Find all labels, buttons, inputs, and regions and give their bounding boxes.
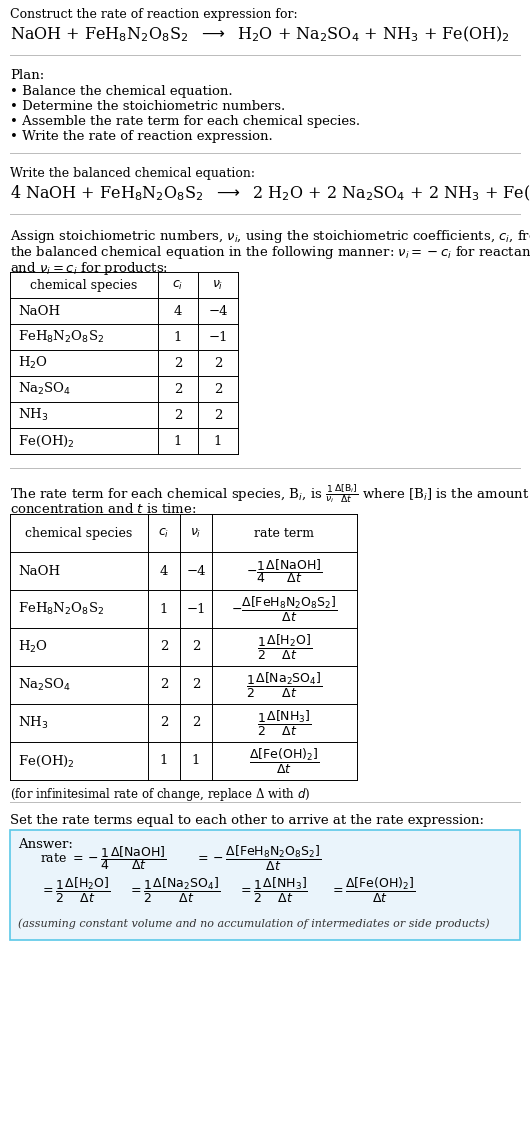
Text: 4 NaOH + FeH$_8$N$_2$O$_8$S$_2$  $\longrightarrow$  2 H$_2$O + 2 Na$_2$SO$_4$ + : 4 NaOH + FeH$_8$N$_2$O$_8$S$_2$ $\longri… (10, 184, 530, 204)
Text: $= -\dfrac{\Delta[\mathrm{FeH_8N_2O_8S_2}]}{\Delta t}$: $= -\dfrac{\Delta[\mathrm{FeH_8N_2O_8S_2… (195, 843, 322, 873)
Text: 4: 4 (174, 305, 182, 318)
Text: H$_2$O: H$_2$O (18, 355, 48, 371)
Text: 2: 2 (160, 717, 168, 729)
Text: 2: 2 (214, 409, 222, 421)
Text: 1: 1 (214, 435, 222, 447)
Text: $\nu_i$: $\nu_i$ (213, 279, 224, 291)
Text: chemical species: chemical species (30, 279, 138, 291)
Text: The rate term for each chemical species, B$_i$, is $\frac{1}{\nu_i}\frac{\Delta[: The rate term for each chemical species,… (10, 483, 529, 505)
Text: 2: 2 (214, 382, 222, 396)
Text: Na$_2$SO$_4$: Na$_2$SO$_4$ (18, 677, 71, 693)
Text: • Determine the stoichiometric numbers.: • Determine the stoichiometric numbers. (10, 100, 285, 113)
Text: $c_i$: $c_i$ (158, 527, 170, 539)
Text: 1: 1 (174, 435, 182, 447)
Text: • Write the rate of reaction expression.: • Write the rate of reaction expression. (10, 130, 273, 143)
Text: NH$_3$: NH$_3$ (18, 407, 48, 423)
Text: NaOH + FeH$_8$N$_2$O$_8$S$_2$  $\longrightarrow$  H$_2$O + Na$_2$SO$_4$ + NH$_3$: NaOH + FeH$_8$N$_2$O$_8$S$_2$ $\longrigh… (10, 25, 510, 44)
Text: NH$_3$: NH$_3$ (18, 715, 48, 731)
Text: $\dfrac{\Delta[\mathrm{Fe(OH)_2}]}{\Delta t}$: $\dfrac{\Delta[\mathrm{Fe(OH)_2}]}{\Delt… (250, 747, 320, 775)
Text: FeH$_8$N$_2$O$_8$S$_2$: FeH$_8$N$_2$O$_8$S$_2$ (18, 601, 104, 617)
Text: concentration and $t$ is time:: concentration and $t$ is time: (10, 502, 197, 516)
Text: $= \dfrac{1}{2}\dfrac{\Delta[\mathrm{Na_2SO_4}]}{\Delta t}$: $= \dfrac{1}{2}\dfrac{\Delta[\mathrm{Na_… (128, 875, 220, 905)
Text: Construct the rate of reaction expression for:: Construct the rate of reaction expressio… (10, 8, 298, 20)
Text: −4: −4 (208, 305, 228, 318)
Text: FeH$_8$N$_2$O$_8$S$_2$: FeH$_8$N$_2$O$_8$S$_2$ (18, 329, 104, 345)
Text: (assuming constant volume and no accumulation of intermediates or side products): (assuming constant volume and no accumul… (18, 918, 490, 929)
Text: and $\nu_i = c_i$ for products:: and $\nu_i = c_i$ for products: (10, 259, 168, 277)
Text: Fe(OH)$_2$: Fe(OH)$_2$ (18, 434, 75, 448)
Text: (for infinitesimal rate of change, replace Δ with $d$): (for infinitesimal rate of change, repla… (10, 786, 311, 803)
Text: 2: 2 (174, 409, 182, 421)
Text: 2: 2 (160, 641, 168, 653)
Text: −4: −4 (186, 564, 206, 577)
Text: 1: 1 (174, 330, 182, 344)
Text: $= \dfrac{\Delta[\mathrm{Fe(OH)_2}]}{\Delta t}$: $= \dfrac{\Delta[\mathrm{Fe(OH)_2}]}{\De… (330, 875, 416, 905)
Text: rate $= -\dfrac{1}{4}\dfrac{\Delta[\mathrm{NaOH}]}{\Delta t}$: rate $= -\dfrac{1}{4}\dfrac{\Delta[\math… (40, 844, 166, 872)
Text: Na$_2$SO$_4$: Na$_2$SO$_4$ (18, 381, 71, 397)
Text: −1: −1 (208, 330, 228, 344)
Text: 2: 2 (192, 717, 200, 729)
Text: 2: 2 (192, 678, 200, 692)
Text: $\dfrac{1}{2}\dfrac{\Delta[\mathrm{Na_2SO_4}]}{\Delta t}$: $\dfrac{1}{2}\dfrac{\Delta[\mathrm{Na_2S… (246, 670, 323, 700)
Text: −1: −1 (186, 602, 206, 616)
Text: Fe(OH)$_2$: Fe(OH)$_2$ (18, 753, 75, 768)
Text: • Assemble the rate term for each chemical species.: • Assemble the rate term for each chemic… (10, 115, 360, 127)
Text: NaOH: NaOH (18, 305, 60, 318)
Text: 1: 1 (192, 754, 200, 767)
Text: Plan:: Plan: (10, 69, 44, 82)
Text: 1: 1 (160, 754, 168, 767)
Text: $-\dfrac{\Delta[\mathrm{FeH_8N_2O_8S_2}]}{\Delta t}$: $-\dfrac{\Delta[\mathrm{FeH_8N_2O_8S_2}]… (231, 594, 338, 624)
Text: 4: 4 (160, 564, 168, 577)
Text: $= \dfrac{1}{2}\dfrac{\Delta[\mathrm{NH_3}]}{\Delta t}$: $= \dfrac{1}{2}\dfrac{\Delta[\mathrm{NH_… (238, 875, 308, 905)
Text: • Balance the chemical equation.: • Balance the chemical equation. (10, 85, 233, 98)
Text: 2: 2 (174, 356, 182, 370)
Text: $-\dfrac{1}{4}\dfrac{\Delta[\mathrm{NaOH}]}{\Delta t}$: $-\dfrac{1}{4}\dfrac{\Delta[\mathrm{NaOH… (246, 556, 323, 585)
Text: $= \dfrac{1}{2}\dfrac{\Delta[\mathrm{H_2O}]}{\Delta t}$: $= \dfrac{1}{2}\dfrac{\Delta[\mathrm{H_2… (40, 875, 110, 905)
Text: rate term: rate term (254, 527, 314, 539)
Text: $c_i$: $c_i$ (172, 279, 183, 291)
Text: 2: 2 (192, 641, 200, 653)
FancyBboxPatch shape (10, 830, 520, 940)
Text: Answer:: Answer: (18, 838, 73, 851)
Text: Assign stoichiometric numbers, $\nu_i$, using the stoichiometric coefficients, $: Assign stoichiometric numbers, $\nu_i$, … (10, 228, 530, 245)
Text: $\dfrac{1}{2}\dfrac{\Delta[\mathrm{NH_3}]}{\Delta t}$: $\dfrac{1}{2}\dfrac{\Delta[\mathrm{NH_3}… (257, 709, 312, 737)
Text: the balanced chemical equation in the following manner: $\nu_i = -c_i$ for react: the balanced chemical equation in the fo… (10, 244, 530, 261)
Text: 2: 2 (214, 356, 222, 370)
Text: $\dfrac{1}{2}\dfrac{\Delta[\mathrm{H_2O}]}{\Delta t}$: $\dfrac{1}{2}\dfrac{\Delta[\mathrm{H_2O}… (257, 633, 312, 661)
Text: 1: 1 (160, 602, 168, 616)
Text: 2: 2 (160, 678, 168, 692)
Text: Write the balanced chemical equation:: Write the balanced chemical equation: (10, 167, 255, 180)
Text: Set the rate terms equal to each other to arrive at the rate expression:: Set the rate terms equal to each other t… (10, 814, 484, 827)
Text: 2: 2 (174, 382, 182, 396)
Text: chemical species: chemical species (25, 527, 132, 539)
Text: H$_2$O: H$_2$O (18, 638, 48, 655)
Text: NaOH: NaOH (18, 564, 60, 577)
Text: $\nu_i$: $\nu_i$ (190, 527, 202, 539)
